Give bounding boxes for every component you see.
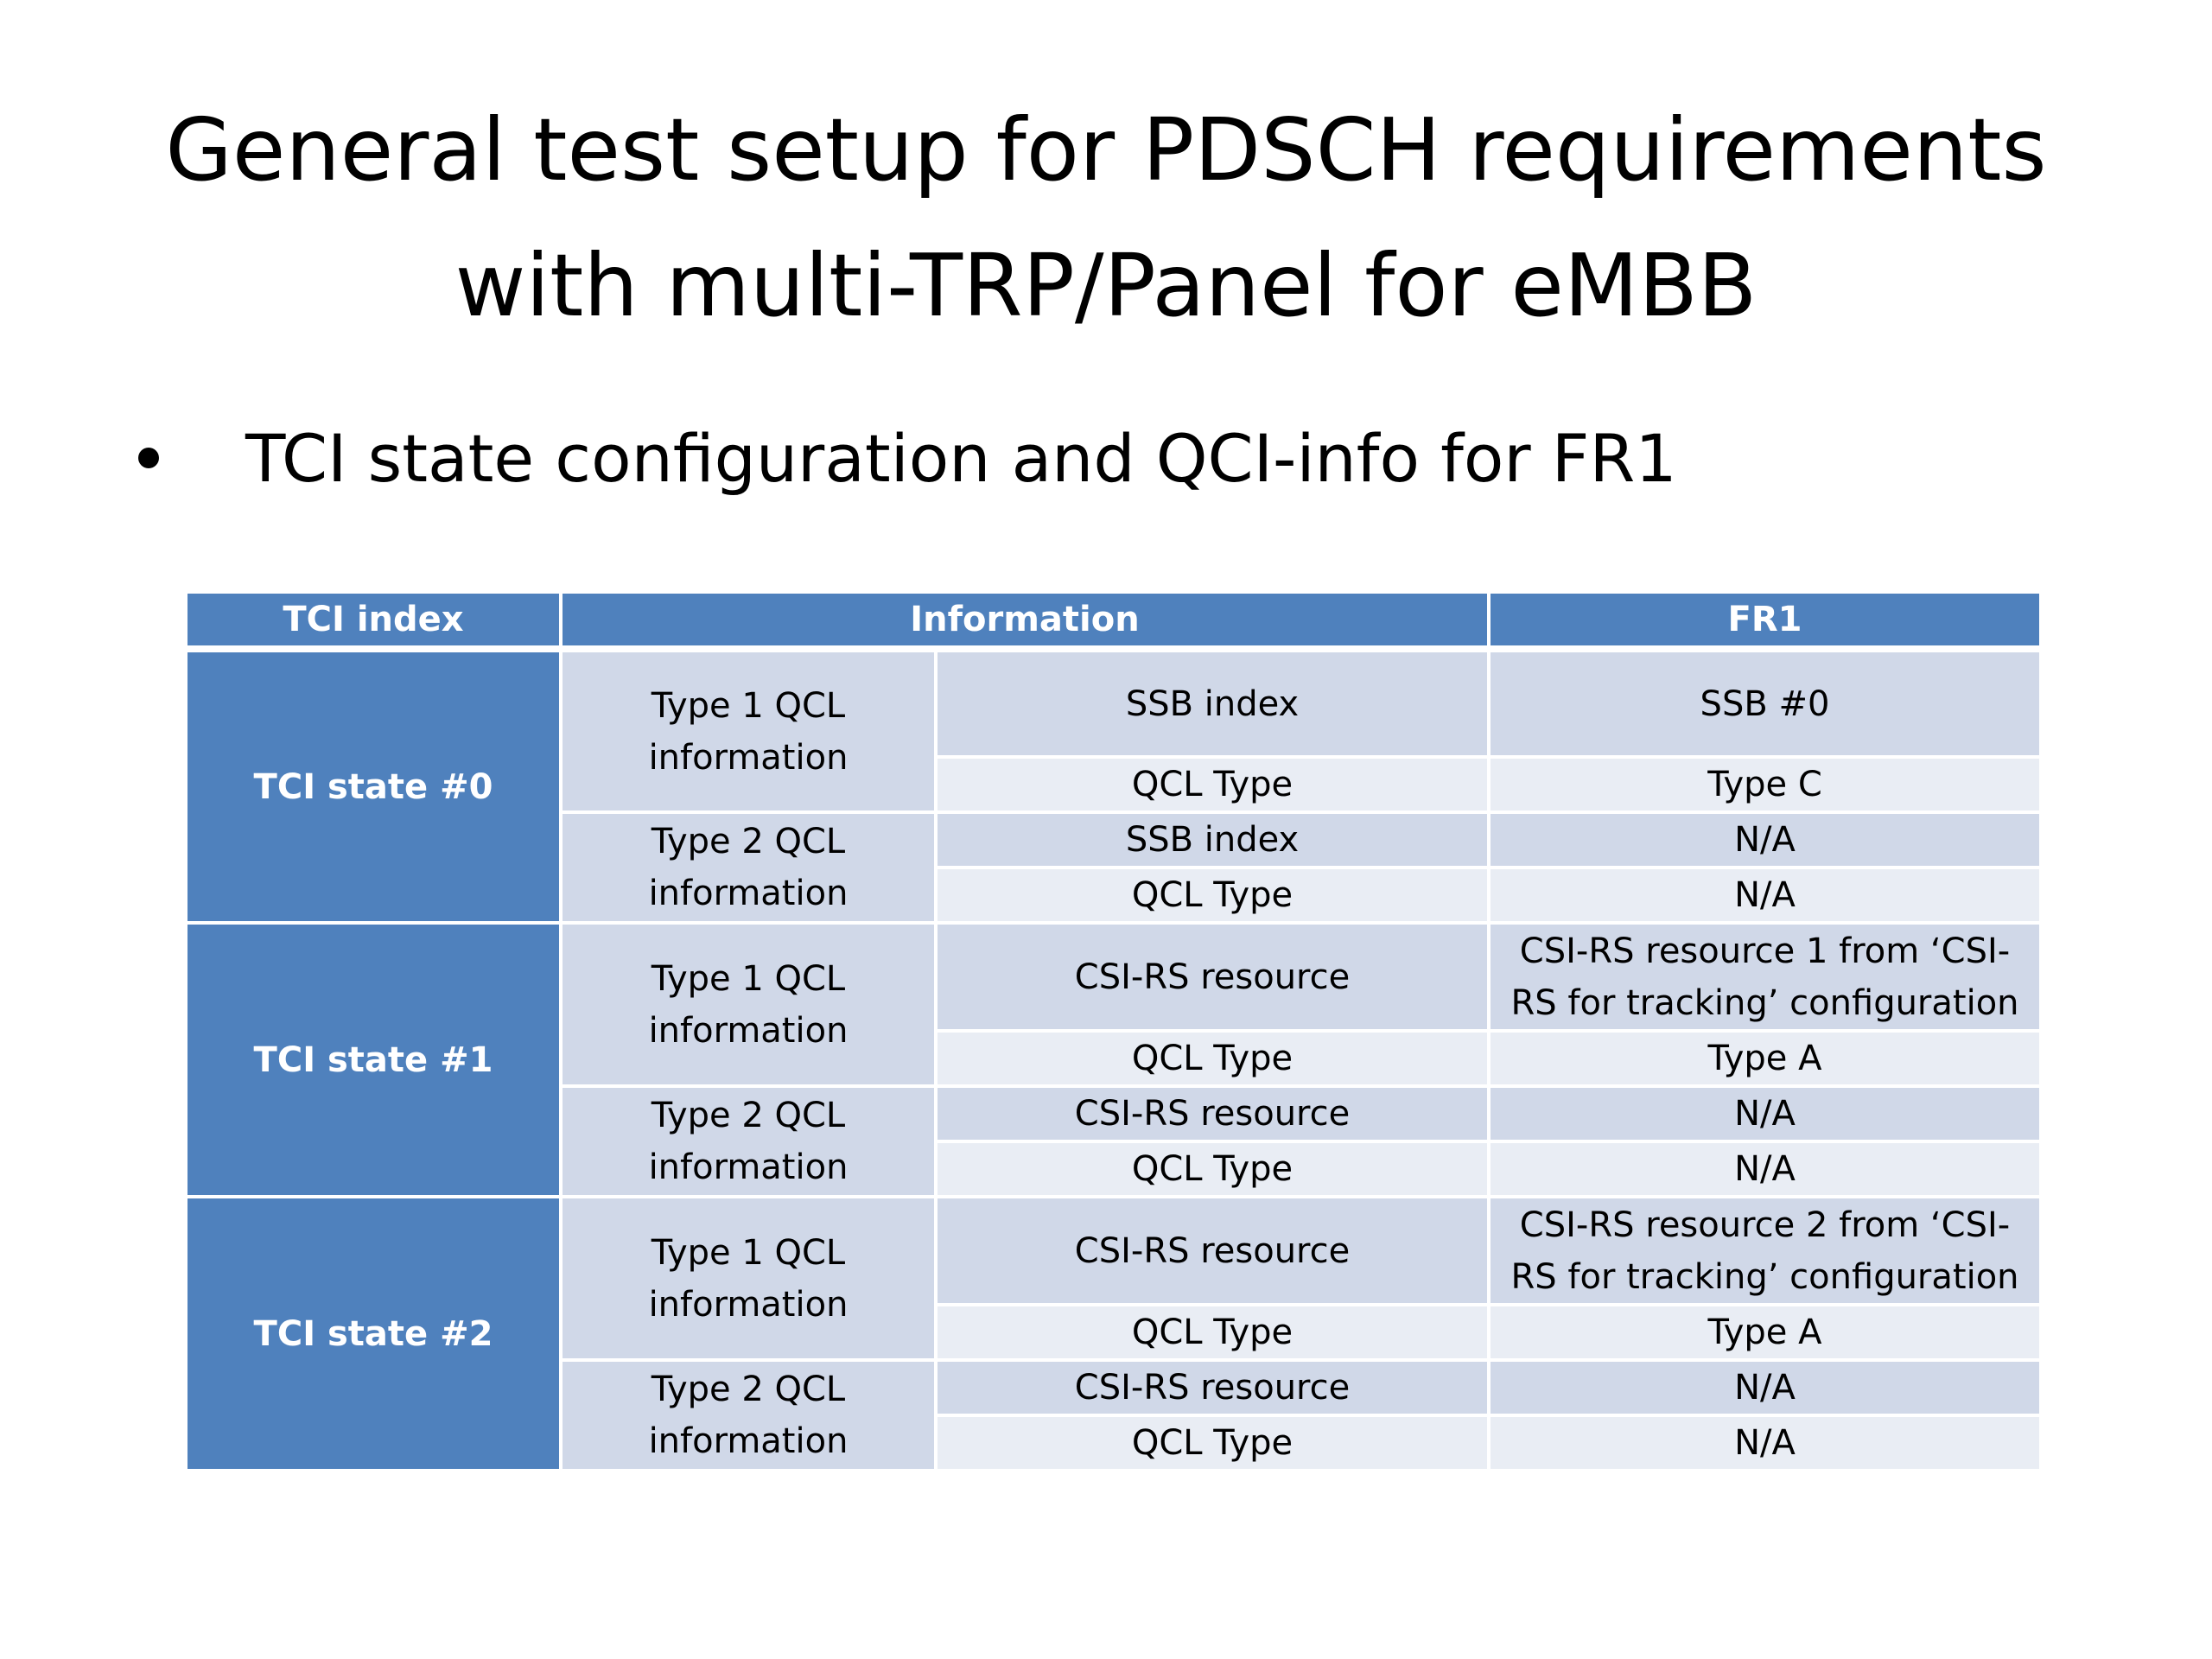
value-cell: CSI-RS resource 1 from ‘CSI-RS for track… <box>1487 921 2043 1033</box>
bullet-text: TCI state configuration and QCI-info for… <box>245 419 1677 497</box>
header-fr1: FR1 <box>1487 590 2043 652</box>
table-row: QCL Type Type A <box>186 1029 2043 1088</box>
table-row: QCL Type N/A <box>186 866 2043 925</box>
field-cell: CSI-RS resource <box>934 1358 1491 1417</box>
value-cell: N/A <box>1487 1140 2043 1198</box>
field-cell: CSI-RS resource <box>934 1084 1491 1143</box>
value-cell: CSI-RS resource 2 from ‘CSI-RS for track… <box>1487 1195 2043 1306</box>
value-cell: Type A <box>1487 1303 2043 1362</box>
table-row: QCL Type N/A <box>186 1140 2043 1198</box>
header-tci-index: TCI index <box>184 590 563 652</box>
slide-title-line-1: General test setup for PDSCH requirement… <box>165 99 2047 200</box>
tci-state-cell: TCI state #2 <box>184 1195 563 1472</box>
bullet-dot-icon <box>138 448 159 468</box>
value-cell: N/A <box>1487 810 2043 869</box>
table-row: TCI state #2 Type 1 QCL information CSI-… <box>184 1195 2043 1472</box>
field-cell: QCL Type <box>934 755 1491 814</box>
value-cell: N/A <box>1487 866 2043 925</box>
value-cell: N/A <box>1487 1358 2043 1417</box>
qcl-group-cell: Type 2 QCL information <box>559 1358 938 1472</box>
table-row: Type 2 QCL information CSI-RS resource N… <box>186 1358 2043 1472</box>
table-row: QCL Type Type C <box>186 755 2043 814</box>
header-information: Information <box>559 590 1491 652</box>
field-cell: SSB index <box>934 647 1491 759</box>
tci-state-cell: TCI state #0 <box>184 647 563 925</box>
tci-state-table: TCI index Information FR1 TCI state #0 T… <box>184 590 2043 1472</box>
qcl-group-cell: Type 1 QCL information <box>559 1195 938 1362</box>
field-cell: QCL Type <box>934 866 1491 925</box>
table-header-row: TCI index Information FR1 <box>184 590 2043 652</box>
field-cell: CSI-RS resource <box>934 921 1491 1033</box>
qcl-group-cell: Type 1 QCL information <box>559 647 938 814</box>
slide-title-line-2: with multi-TRP/Panel for eMBB <box>454 235 1758 336</box>
table-row: TCI state #1 Type 1 QCL information CSI-… <box>184 921 2043 1198</box>
tci-table-container: TCI index Information FR1 TCI state #0 T… <box>184 590 2043 1472</box>
field-cell: SSB index <box>934 810 1491 869</box>
tci-state-cell: TCI state #1 <box>184 921 563 1198</box>
value-cell: N/A <box>1487 1084 2043 1143</box>
value-cell: Type C <box>1487 755 2043 814</box>
qcl-group-cell: Type 1 QCL information <box>559 921 938 1088</box>
table-row: QCL Type Type A <box>186 1303 2043 1362</box>
field-cell: QCL Type <box>934 1140 1491 1198</box>
value-cell: SSB #0 <box>1487 647 2043 759</box>
field-cell: CSI-RS resource <box>934 1195 1491 1306</box>
bullet-item: TCI state configuration and QCI-info for… <box>130 406 1677 510</box>
slide-title: General test setup for PDSCH requirement… <box>0 82 2212 353</box>
table-row: Type 2 QCL information CSI-RS resource N… <box>186 1084 2043 1198</box>
value-cell: Type A <box>1487 1029 2043 1088</box>
field-cell: QCL Type <box>934 1414 1491 1472</box>
value-cell: N/A <box>1487 1414 2043 1472</box>
table-row: TCI state #0 Type 1 QCL information SSB … <box>184 647 2043 925</box>
field-cell: QCL Type <box>934 1029 1491 1088</box>
qcl-group-cell: Type 2 QCL information <box>559 810 938 925</box>
table-row: QCL Type N/A <box>186 1414 2043 1472</box>
qcl-group-cell: Type 2 QCL information <box>559 1084 938 1198</box>
table-row: Type 2 QCL information SSB index N/A <box>186 810 2043 925</box>
field-cell: QCL Type <box>934 1303 1491 1362</box>
